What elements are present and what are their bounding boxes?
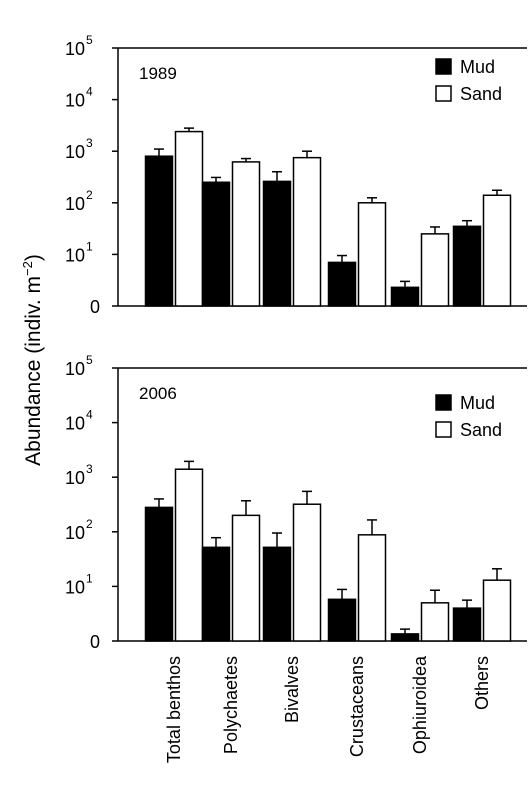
y-tick-label: 10 [65, 523, 85, 543]
x-axis-category-labels: Total benthos Polychaetes Bivalves Crustace… [164, 655, 492, 763]
y-axis-label-text: Abundance (indiv. m [22, 276, 45, 466]
y-tick-label: 10 [65, 414, 85, 434]
bar-sand [420, 233, 450, 307]
x-tick-label: Others [472, 656, 492, 710]
bar-mud [452, 225, 482, 307]
bar-sand [174, 130, 204, 307]
legend-label-sand: Sand [460, 84, 502, 104]
x-tick-label: Polychaetes [221, 656, 241, 754]
legend-swatch-sand [435, 85, 452, 102]
legend-swatch-sand [435, 421, 452, 438]
y-axis-label-superscript: −2 [20, 261, 35, 276]
y-tick-label: 10 [65, 142, 85, 162]
bar-mud [390, 286, 420, 307]
y-axis-label-close: ) [22, 254, 45, 261]
y-tick-label: 10 [65, 359, 85, 379]
y-tick-label-exponent: 2 [86, 188, 93, 202]
y-tick-label-zero: 0 [90, 297, 100, 317]
x-tick-label: Bivalves [282, 656, 302, 723]
y-tick-label-exponent: 1 [86, 239, 93, 253]
legend-label-mud: Mud [460, 57, 495, 77]
y-tick-label: 10 [65, 577, 85, 597]
bar-mud [327, 598, 357, 642]
x-tick-label: Crustaceans [347, 656, 367, 757]
bar-mud [144, 506, 174, 642]
bar-sand [357, 202, 387, 307]
bar-sand [231, 514, 261, 642]
bar-mud [327, 261, 357, 307]
y-tick-label: 10 [65, 39, 85, 59]
bar-sand [231, 161, 261, 307]
x-tick-label: Ophiuroidea [410, 655, 430, 754]
y-tick-label-exponent: 3 [86, 136, 93, 150]
legend-swatch-mud [435, 394, 452, 411]
y-tick-label-exponent: 3 [86, 462, 93, 476]
bar-mud [390, 633, 420, 642]
y-tick-label-exponent: 1 [86, 571, 93, 585]
bar-sand [420, 602, 450, 642]
bar-mud [201, 546, 231, 642]
bar-sand [174, 468, 204, 642]
panel-label: 2006 [139, 384, 177, 403]
bar-mud [262, 546, 292, 642]
bar-sand [292, 503, 322, 642]
panel-label: 1989 [139, 64, 177, 83]
bar-mud [452, 607, 482, 642]
y-tick-label: 10 [65, 245, 85, 265]
y-tick-label-exponent: 4 [86, 85, 93, 99]
bar-mud [201, 181, 231, 307]
y-tick-label: 10 [65, 468, 85, 488]
y-tick-label: 10 [65, 194, 85, 214]
legend-label-sand: Sand [460, 420, 502, 440]
bar-sand [482, 194, 512, 307]
bar-mud [262, 180, 292, 307]
bar-sand [357, 534, 387, 642]
y-axis-label: Abundance (indiv. m−2) [20, 254, 45, 466]
y-tick-label-exponent: 5 [86, 353, 93, 367]
y-tick-label-exponent: 5 [86, 33, 93, 47]
y-tick-label: 10 [65, 91, 85, 111]
y-tick-label-exponent: 2 [86, 517, 93, 531]
y-tick-label-zero: 0 [90, 632, 100, 652]
y-tick-label-exponent: 4 [86, 408, 93, 422]
bar-sand [482, 579, 512, 642]
x-tick-label: Total benthos [164, 656, 184, 763]
bar-sand [292, 156, 322, 307]
bar-mud [144, 155, 174, 307]
legend-label-mud: Mud [460, 393, 495, 413]
legend-swatch-mud [435, 58, 452, 75]
